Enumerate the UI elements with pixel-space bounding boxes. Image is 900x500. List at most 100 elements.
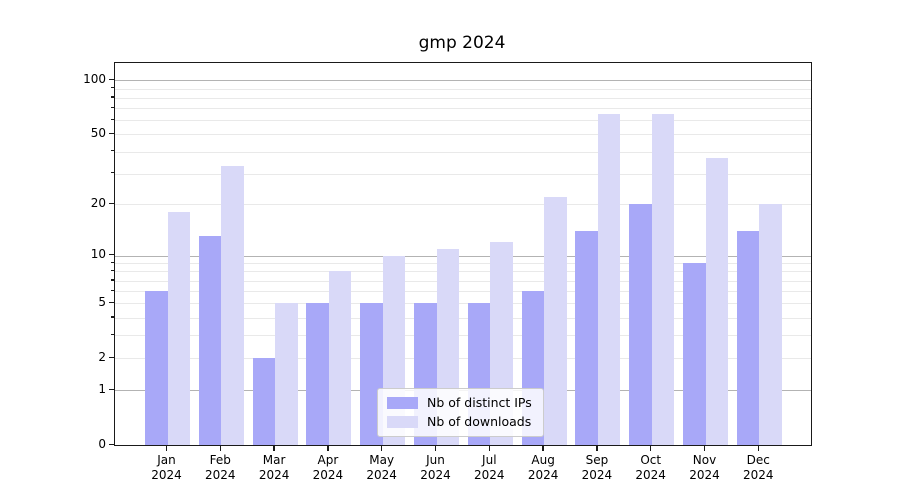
legend-entry-distinct-ips: Nb of distinct IPs: [387, 396, 532, 410]
y-minor-tick-mark: [111, 279, 114, 281]
y-minor-tick-mark: [111, 333, 114, 336]
bar-nb-of-distinct-ips-sep: [575, 231, 598, 445]
legend-swatch-distinct-ips: [387, 397, 418, 409]
y-tick-label: 100: [83, 72, 106, 87]
y-minor-tick-mark: [111, 261, 114, 263]
bar-nb-of-downloads-nov: [705, 157, 728, 445]
gridline-minor: [115, 263, 811, 264]
y-tick-label: 0: [98, 437, 106, 451]
x-tick-month: Oct: [640, 453, 662, 467]
gridline-minor: [115, 151, 811, 153]
legend-swatch-downloads: [387, 416, 418, 428]
bar-nb-of-distinct-ips-apr: [306, 303, 329, 445]
bar-nb-of-distinct-ips-oct: [629, 204, 652, 445]
gridline-minor: [115, 271, 811, 273]
y-tick-label: 10: [90, 247, 106, 262]
y-tick-label: 5: [98, 295, 106, 310]
gridline-minor: [115, 291, 811, 293]
bar-nb-of-downloads-jan: [167, 212, 190, 445]
x-tick-mark: [219, 445, 221, 451]
bar-nb-of-distinct-ips-jan: [145, 291, 168, 445]
bar-nb-of-downloads-sep: [597, 113, 621, 445]
x-tick-year: 2024: [689, 468, 720, 482]
gridline-minor: [115, 88, 811, 90]
x-tick-mark: [381, 445, 383, 451]
x-tick-label: Dec 2024: [728, 453, 788, 483]
gridline-minor: [115, 108, 811, 110]
y-minor-tick-mark: [111, 149, 114, 152]
x-tick-mark: [703, 445, 706, 451]
y-tick-mark: [109, 443, 114, 445]
x-tick-month: Jun: [426, 453, 445, 467]
y-tick-mark: [109, 202, 114, 205]
gridline-minor: [115, 335, 811, 337]
legend-label-distinct-ips: Nb of distinct IPs: [427, 395, 532, 410]
bar-nb-of-distinct-ips-feb: [198, 236, 222, 445]
x-tick-month: Aug: [531, 453, 555, 467]
x-tick-month: May: [369, 453, 395, 467]
x-tick-month: Jul: [482, 453, 497, 467]
gridline-minor: [115, 280, 811, 282]
x-tick-year: 2024: [420, 468, 451, 482]
gridline-major: [115, 80, 811, 82]
x-tick-year: 2024: [312, 468, 344, 482]
gridline-minor: [115, 134, 811, 136]
x-tick-mark: [273, 445, 275, 451]
bar-nb-of-downloads-feb: [221, 166, 244, 445]
x-tick-month: Feb: [209, 453, 231, 467]
y-tick-mark: [109, 78, 114, 81]
bar-nb-of-downloads-aug: [544, 197, 567, 445]
y-minor-tick-mark: [111, 289, 114, 292]
gridline-minor: [115, 204, 811, 206]
gridline-minor: [115, 173, 811, 175]
x-tick-label: Jul 2024: [459, 453, 519, 483]
x-tick-month: Mar: [262, 453, 286, 467]
y-tick-mark: [109, 253, 114, 256]
x-tick-label: Jun 2024: [406, 453, 466, 483]
bar-nb-of-downloads-oct: [651, 113, 675, 445]
x-tick-label: Apr 2024: [298, 453, 358, 483]
bar-nb-of-downloads-mar: [275, 303, 298, 445]
y-tick-label: 2: [98, 350, 106, 365]
bar-nb-of-distinct-ips-nov: [683, 263, 706, 445]
x-tick-year: 2024: [743, 468, 774, 482]
bar-nb-of-distinct-ips-dec: [736, 231, 760, 445]
x-tick-mark: [542, 445, 544, 451]
y-tick-label: 50: [90, 126, 106, 141]
y-minor-tick-mark: [111, 86, 114, 89]
gridline-minor: [115, 317, 811, 319]
x-tick-mark: [327, 445, 329, 451]
x-tick-mark: [488, 445, 490, 451]
x-tick-mark: [596, 445, 598, 451]
x-tick-mark: [650, 445, 652, 451]
bar-nb-of-downloads-dec: [759, 204, 782, 445]
y-minor-tick-mark: [111, 269, 114, 272]
x-tick-label: Oct 2024: [621, 453, 681, 483]
x-tick-year: 2024: [635, 468, 666, 482]
y-tick-mark: [109, 388, 114, 391]
gridline-major: [115, 255, 811, 257]
y-minor-tick-mark: [111, 106, 114, 108]
x-tick-label: Aug 2024: [513, 453, 573, 483]
x-tick-month: Dec: [746, 453, 770, 467]
x-tick-year: 2024: [474, 468, 505, 482]
x-tick-label: Jan 2024: [137, 453, 197, 483]
y-tick-label: 20: [90, 196, 106, 211]
y-tick-mark: [109, 132, 114, 135]
x-tick-year: 2024: [151, 468, 182, 482]
chart-title: gmp 2024: [418, 33, 506, 53]
gridline-minor: [115, 97, 811, 99]
y-minor-tick-mark: [111, 316, 114, 318]
legend-label-downloads: Nb of downloads: [427, 414, 532, 429]
y-minor-tick-mark: [111, 118, 114, 120]
legend: Nb of distinct IPs Nb of downloads: [377, 388, 544, 437]
legend-entry-downloads: Nb of downloads: [387, 415, 532, 429]
x-tick-year: 2024: [366, 468, 397, 482]
x-tick-year: 2024: [527, 468, 559, 482]
bar-nb-of-downloads-apr: [328, 271, 352, 445]
x-tick-label: Nov 2024: [675, 453, 735, 483]
y-tick-mark: [109, 356, 114, 359]
x-tick-label: Mar 2024: [244, 453, 304, 483]
x-tick-month: Apr: [317, 453, 339, 467]
